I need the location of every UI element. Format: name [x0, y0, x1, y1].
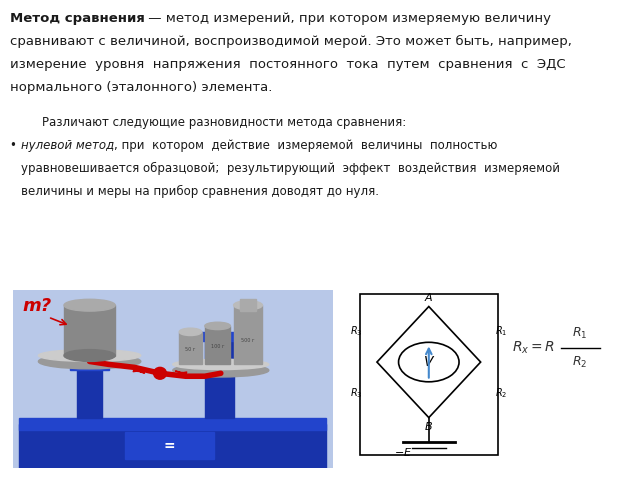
Bar	[19, 418, 326, 430]
Text: 100 г: 100 г	[211, 344, 225, 349]
FancyArrowPatch shape	[133, 368, 145, 373]
Text: Метод сравнения: Метод сравнения	[10, 12, 145, 25]
Ellipse shape	[38, 349, 141, 361]
Text: сравнивают с величиной, воспроизводимой мерой. Это может быть, например,: сравнивают с величиной, воспроизводимой …	[10, 35, 572, 48]
Text: 500 г: 500 г	[241, 338, 255, 343]
Text: m?: m?	[22, 297, 52, 315]
Text: величины и меры на прибор сравнения доводят до нуля.: величины и меры на прибор сравнения дово…	[21, 185, 379, 198]
Text: $R_1$: $R_1$	[495, 324, 508, 338]
Ellipse shape	[173, 359, 269, 370]
Text: $R_2$: $R_2$	[572, 355, 588, 370]
Bar	[70, 361, 109, 371]
Text: , при  котором  действие  измеряемой  величины  полностью: , при котором действие измеряемой величи…	[115, 139, 498, 152]
Text: нормального (эталонного) элемента.: нормального (эталонного) элемента.	[10, 81, 272, 94]
Text: •: •	[10, 139, 17, 152]
Ellipse shape	[64, 349, 115, 361]
Text: уравновешивается образцовой;  результирующий  эффект  воздействия  измеряемой: уравновешивается образцовой; результирую…	[21, 162, 560, 175]
Ellipse shape	[38, 354, 141, 369]
Bar	[125, 432, 214, 459]
Text: V: V	[424, 355, 433, 369]
Ellipse shape	[154, 367, 166, 379]
Text: 50 г: 50 г	[185, 347, 196, 352]
Ellipse shape	[64, 300, 115, 311]
Text: $R_2$: $R_2$	[495, 386, 508, 400]
Text: — метод измерений, при котором измеряемую величину: — метод измерений, при котором измеряему…	[145, 12, 552, 25]
Bar	[64, 305, 115, 356]
Bar	[205, 335, 234, 418]
Text: $R_x = R$: $R_x = R$	[512, 340, 555, 356]
Text: Различают следующие разновидности метода сравнения:: Различают следующие разновидности метода…	[42, 116, 406, 129]
FancyArrowPatch shape	[175, 371, 187, 376]
Bar	[195, 332, 243, 341]
Bar	[360, 294, 498, 455]
Bar	[19, 423, 326, 468]
Bar	[179, 332, 202, 364]
Text: A: A	[425, 293, 433, 303]
Ellipse shape	[234, 301, 262, 310]
Ellipse shape	[173, 364, 269, 377]
Text: =: =	[164, 439, 175, 453]
Text: $R_3$: $R_3$	[350, 324, 362, 338]
Text: $R_1$: $R_1$	[572, 326, 588, 341]
Text: B: B	[425, 422, 433, 432]
Bar	[77, 364, 102, 418]
Bar	[234, 305, 262, 364]
Ellipse shape	[399, 342, 459, 382]
Bar	[205, 326, 230, 364]
Text: $R_3$: $R_3$	[350, 386, 362, 400]
Bar	[240, 300, 256, 311]
Text: $-E$: $-E$	[394, 446, 412, 458]
Ellipse shape	[179, 328, 202, 336]
Text: нулевой метод: нулевой метод	[21, 139, 115, 152]
Text: измерение  уровня  напряжения  постоянного  тока  путем  сравнения  с  ЭДС: измерение уровня напряжения постоянного …	[10, 58, 565, 71]
Ellipse shape	[205, 322, 230, 330]
